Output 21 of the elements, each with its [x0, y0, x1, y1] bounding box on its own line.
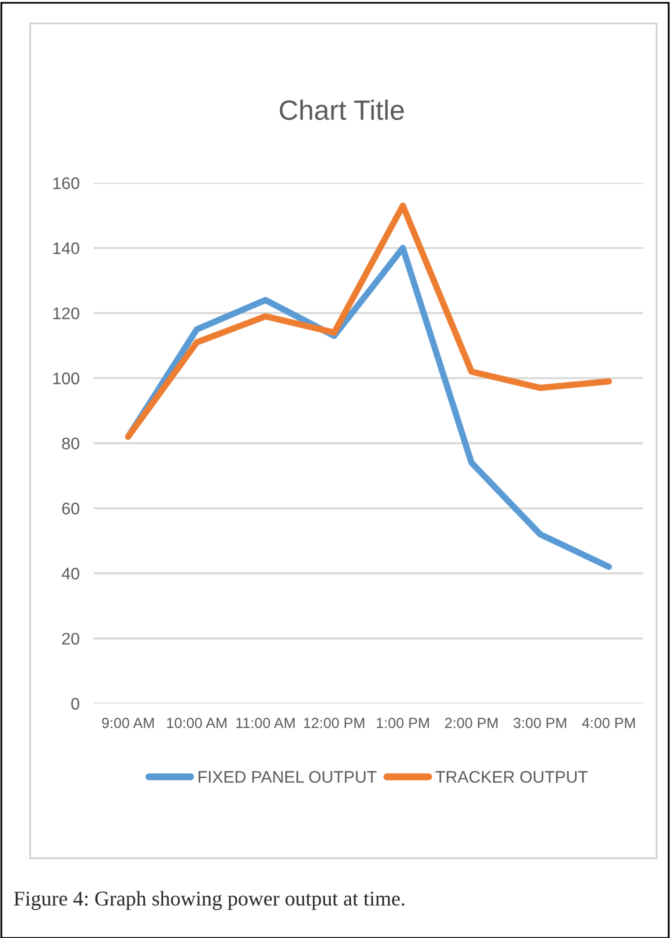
y-tick-label: 0 — [71, 698, 80, 710]
y-tick-label: 80 — [62, 438, 80, 450]
x-tick-label: 2:00 PM — [445, 718, 498, 728]
y-tick-label: 140 — [53, 242, 80, 254]
y-tick-label: 20 — [62, 632, 80, 645]
legend-label: TRACKER OUTPUT — [436, 771, 588, 783]
y-tick-label: 40 — [62, 568, 80, 580]
x-tick-label: 3:00 PM — [514, 718, 566, 728]
x-tick-label: 1:00 PM — [376, 718, 429, 728]
x-tick-label: 4:00 PM — [582, 718, 635, 728]
x-tick-label: 9:00 AM — [102, 718, 154, 728]
x-tick-label: 10:00 AM — [167, 718, 226, 728]
x-tick-label: 12:00 PM — [304, 718, 364, 728]
caption: Figure 4: Graph showing power output at time. — [14, 891, 404, 910]
legend-label: FIXED PANEL OUTPUT — [198, 771, 377, 783]
y-tick-label: 60 — [62, 502, 80, 514]
x-tick-label: 11:00 AM — [236, 718, 295, 728]
y-tick-label: 100 — [53, 372, 80, 384]
y-tick-label: 120 — [53, 307, 80, 320]
chart-title: Chart Title — [280, 100, 404, 120]
y-tick-label: 160 — [53, 177, 80, 190]
